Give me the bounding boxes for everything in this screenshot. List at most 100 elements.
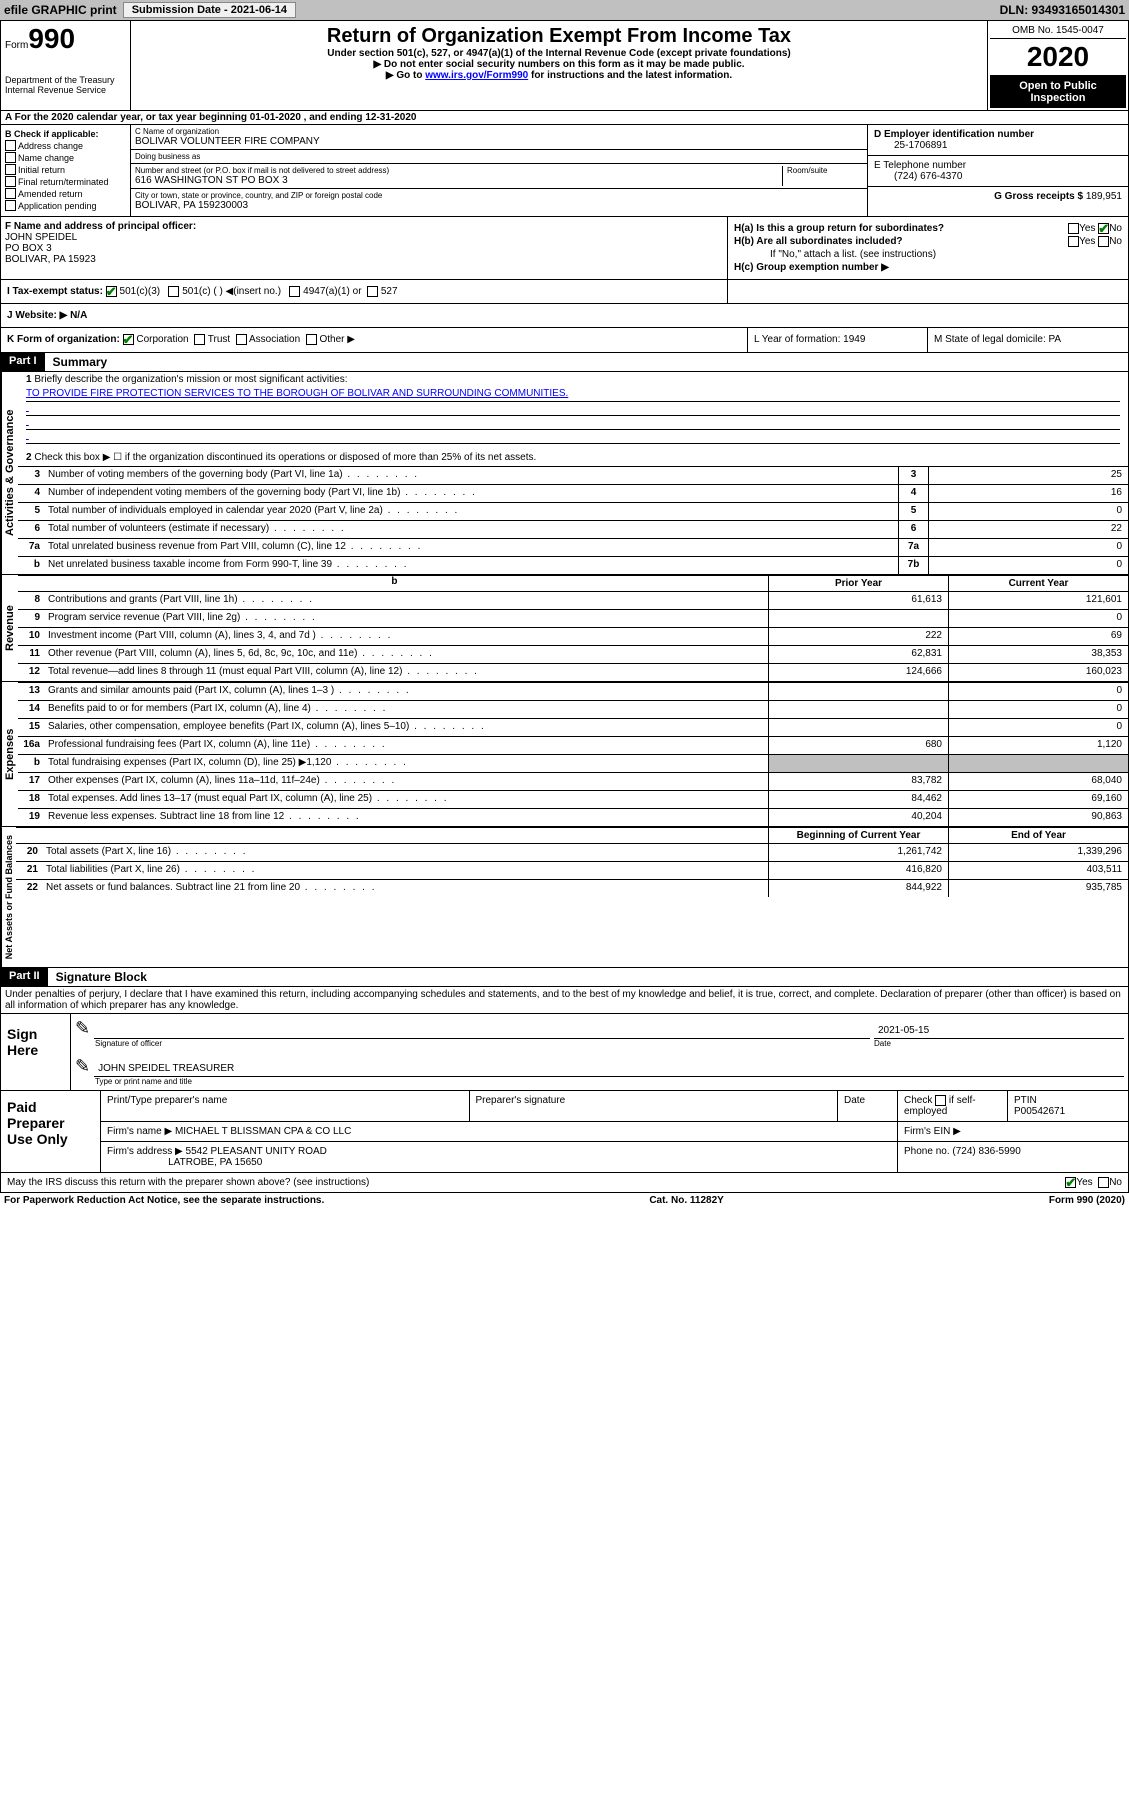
l-year: L Year of formation: 1949	[748, 328, 928, 351]
mission-blank2	[26, 416, 1120, 430]
line-desc: Contributions and grants (Part VIII, lin…	[44, 592, 768, 609]
end-hdr: End of Year	[948, 828, 1128, 843]
ha-yes-checkbox[interactable]	[1068, 223, 1079, 234]
form-prefix: Form	[5, 40, 28, 51]
trust-checkbox[interactable]	[194, 334, 205, 345]
open-inspection: Open to Public Inspection	[990, 76, 1126, 108]
yes-label: Yes	[1079, 223, 1095, 234]
part2-title: Signature Block	[48, 968, 155, 986]
corp-checkbox[interactable]	[123, 334, 134, 345]
row-j: J Website: ▶ N/A	[0, 304, 1129, 328]
colb-opt: Final return/terminated	[18, 177, 109, 187]
row-f-h: F Name and address of principal officer:…	[0, 217, 1129, 280]
expenses-section: Expenses 13Grants and similar amounts pa…	[0, 682, 1129, 827]
4947-checkbox[interactable]	[289, 286, 300, 297]
line-num: 22	[16, 880, 42, 897]
line-desc: Net unrelated business taxable income fr…	[44, 557, 898, 574]
501c3-checkbox[interactable]	[106, 286, 117, 297]
form-title: Return of Organization Exempt From Incom…	[135, 25, 983, 48]
phone-label: Phone no.	[904, 1146, 950, 1157]
line-num: 13	[18, 683, 44, 700]
colb-checkbox[interactable]	[5, 200, 16, 211]
prior-value: 62,831	[768, 646, 948, 663]
officer-addr2: BOLIVAR, PA 15923	[5, 254, 723, 265]
colb-checkbox[interactable]	[5, 140, 16, 151]
mission-text: TO PROVIDE FIRE PROTECTION SERVICES TO T…	[26, 388, 1120, 402]
side-revenue: Revenue	[1, 575, 18, 681]
line-num: 14	[18, 701, 44, 718]
current-value: 1,339,296	[948, 844, 1128, 861]
prior-value: 61,613	[768, 592, 948, 609]
ha-label: H(a) Is this a group return for subordin…	[734, 223, 944, 234]
gross-label: G Gross receipts $	[994, 191, 1083, 202]
colb-opt: Initial return	[18, 165, 65, 175]
form-version: Form 990 (2020)	[1049, 1195, 1125, 1206]
col-c: C Name of organization BOLIVAR VOLUNTEER…	[131, 125, 868, 216]
efile-label: efile GRAPHIC print	[4, 3, 117, 17]
line-num: 15	[18, 719, 44, 736]
header-center: Return of Organization Exempt From Incom…	[131, 21, 988, 110]
line-ref: 3	[898, 467, 928, 484]
firm-addr2: LATROBE, PA 15650	[168, 1157, 262, 1168]
colb-opt: Application pending	[18, 201, 97, 211]
row-i: I Tax-exempt status: 501(c)(3) 501(c) ( …	[0, 280, 1129, 304]
self-employed-checkbox[interactable]	[935, 1095, 946, 1106]
arrow2-post: for instructions and the latest informat…	[528, 70, 732, 81]
prior-value	[768, 719, 948, 736]
discuss-yes-checkbox[interactable]	[1065, 1177, 1076, 1188]
arrow-2: ▶ Go to www.irs.gov/Form990 for instruct…	[135, 70, 983, 81]
name-label: C Name of organization	[135, 127, 863, 136]
city-label: City or town, state or province, country…	[135, 191, 863, 200]
ptin: P00542671	[1014, 1106, 1122, 1117]
line-desc: Number of independent voting members of …	[44, 485, 898, 502]
m-state: M State of legal domicile: PA	[928, 328, 1128, 351]
line-num: 16a	[18, 737, 44, 754]
line-ref: 4	[898, 485, 928, 502]
line1-desc: Briefly describe the organization's miss…	[34, 374, 347, 385]
501c-checkbox[interactable]	[168, 286, 179, 297]
date-label: Date	[874, 1039, 1124, 1048]
line-desc: Total number of volunteers (estimate if …	[44, 521, 898, 538]
line-desc: Total unrelated business revenue from Pa…	[44, 539, 898, 556]
prior-value	[768, 755, 948, 772]
line-num: 21	[16, 862, 42, 879]
part1-header: Part I Summary	[0, 353, 1129, 372]
hb-no-checkbox[interactable]	[1098, 236, 1109, 247]
header-left: Form990 Department of the Treasury Inter…	[1, 21, 131, 110]
corp-label: Corporation	[136, 335, 188, 346]
form990-link[interactable]: www.irs.gov/Form990	[425, 70, 528, 81]
paid-preparer-label: Paid Preparer Use Only	[1, 1091, 101, 1172]
tel-label: E Telephone number	[874, 160, 1122, 171]
colb-checkbox[interactable]	[5, 152, 16, 163]
sign-date: 2021-05-15	[874, 1023, 1124, 1039]
current-year-hdr: Current Year	[948, 576, 1128, 591]
ha-no-checkbox[interactable]	[1098, 223, 1109, 234]
col-b: B Check if applicable: Address changeNam…	[1, 125, 131, 216]
other-checkbox[interactable]	[306, 334, 317, 345]
line-desc: Number of voting members of the governin…	[44, 467, 898, 484]
colb-checkbox[interactable]	[5, 188, 16, 199]
current-value: 0	[948, 683, 1128, 700]
gross-receipts: 189,951	[1086, 191, 1122, 202]
hb-label: H(b) Are all subordinates included?	[734, 236, 903, 247]
current-value	[948, 755, 1128, 772]
527-checkbox[interactable]	[367, 286, 378, 297]
assoc-checkbox[interactable]	[236, 334, 247, 345]
prior-value: 83,782	[768, 773, 948, 790]
line-value: 0	[928, 557, 1128, 574]
mission-blank1	[26, 402, 1120, 416]
signature-field[interactable]	[94, 1023, 870, 1039]
opt-4947: 4947(a)(1) or	[303, 286, 361, 297]
other-label: Other ▶	[319, 335, 354, 346]
part1-body: Activities & Governance 1 Briefly descri…	[0, 372, 1129, 575]
discuss-no-checkbox[interactable]	[1098, 1177, 1109, 1188]
pen-icon-2: ✎	[75, 1056, 90, 1077]
current-value: 121,601	[948, 592, 1128, 609]
colb-checkbox[interactable]	[5, 176, 16, 187]
line-ref: 5	[898, 503, 928, 520]
hb-yes-checkbox[interactable]	[1068, 236, 1079, 247]
colb-checkbox[interactable]	[5, 164, 16, 175]
part1-label: Part I	[1, 353, 45, 371]
sig-label: Signature of officer	[75, 1039, 874, 1048]
line-desc: Revenue less expenses. Subtract line 18 …	[44, 809, 768, 826]
